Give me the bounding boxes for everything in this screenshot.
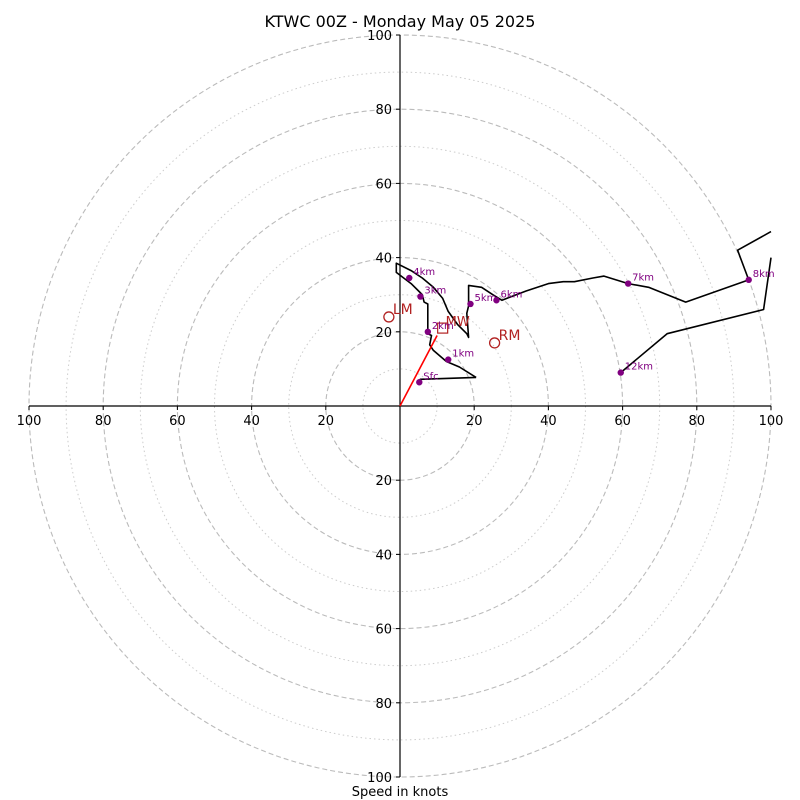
y-tick-label: 100 <box>367 771 392 786</box>
height-label-12km: 12km <box>625 362 653 373</box>
height-marker-4km <box>406 274 413 282</box>
x-tick-label: 60 <box>614 414 631 429</box>
height-label-4km: 4km <box>413 267 435 278</box>
mean-wind-vector <box>399 335 438 407</box>
y-tick-label: 20 <box>375 326 392 341</box>
y-tick-label: 80 <box>375 103 392 118</box>
height-marker-6km <box>493 297 500 304</box>
y-tick-label: 60 <box>375 623 392 638</box>
mean-wind: MW <box>399 315 470 407</box>
x-tick-label: 40 <box>540 414 557 429</box>
storm-motions: LM RM <box>383 302 521 349</box>
x-tick-label: 40 <box>243 414 260 429</box>
y-tick-label: 100 <box>367 29 392 44</box>
height-marker-1km <box>445 356 452 363</box>
storm-motion-marker-rm <box>488 337 501 349</box>
x-axis-label: Speed in knots <box>352 785 449 800</box>
mean-wind-marker <box>437 322 449 334</box>
height-markers: Sfc 1km 2km 3km 4km 5km 6km 7km 8km 12km <box>406 267 775 386</box>
height-marker-12km <box>617 369 624 376</box>
x-tick-label: 60 <box>169 414 186 429</box>
hodograph-trace-upper <box>620 257 772 374</box>
height-marker-8km <box>745 276 752 284</box>
height-label-1km: 1km <box>452 349 474 360</box>
x-tick-label: 20 <box>466 414 483 429</box>
y-tick-label: 60 <box>375 177 392 192</box>
x-tick-label: 100 <box>17 414 42 429</box>
y-tick-label: 40 <box>375 252 392 267</box>
y-tick-label: 20 <box>375 474 392 489</box>
chart-title: KTWC 00Z - Monday May 05 2025 <box>265 12 536 31</box>
height-label-8km: 8km <box>753 269 775 280</box>
height-label-Sfc: Sfc <box>423 371 438 382</box>
x-tick-label: 80 <box>95 414 112 429</box>
hodograph-trace-main <box>395 230 772 379</box>
storm-motion-label-lm: LM <box>393 302 413 318</box>
y-tick-label: 40 <box>375 548 392 563</box>
height-label-6km: 6km <box>500 289 522 300</box>
height-label-3km: 3km <box>424 286 446 297</box>
tick-labels: 100 80 60 40 20 20 40 60 80 100 100 80 60 40 20 20 40 60 8… <box>17 29 784 786</box>
height-marker-2km <box>424 328 432 335</box>
x-tick-label: 20 <box>318 414 335 429</box>
storm-motion-marker-lm <box>383 311 395 323</box>
hodograph-traces <box>395 230 772 383</box>
height-label-2km: 2km <box>432 321 454 332</box>
x-tick-label: 100 <box>759 414 784 429</box>
height-label-7km: 7km <box>632 273 654 284</box>
y-tick-label: 80 <box>375 697 392 712</box>
mean-wind-label: MW <box>446 315 470 330</box>
x-tick-label: 80 <box>689 414 706 429</box>
storm-motion-label-rm: RM <box>499 328 521 344</box>
height-marker-3km <box>417 293 424 300</box>
height-marker-5km <box>467 300 474 308</box>
height-marker-7km <box>624 280 632 287</box>
height-label-5km: 5km <box>474 293 496 304</box>
height-marker-Sfc <box>416 379 423 386</box>
